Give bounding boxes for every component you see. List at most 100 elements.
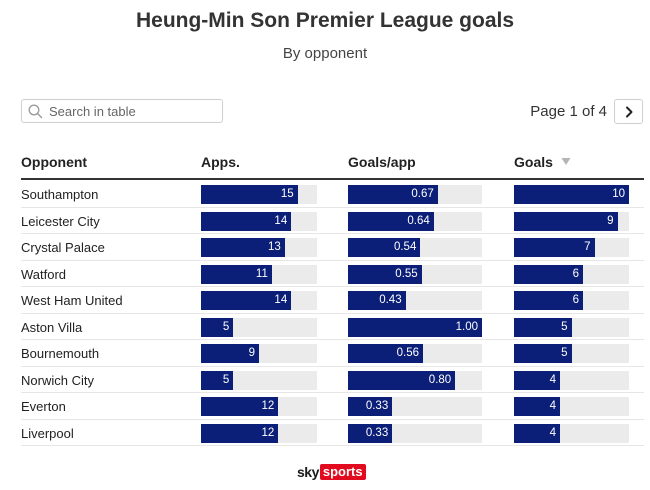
goals-per-app-bar-track: 1.00	[348, 317, 482, 337]
logo-sports: sports	[319, 464, 366, 480]
apps-bar	[201, 264, 272, 284]
apps-value: 12	[261, 426, 275, 439]
apps-value: 14	[274, 214, 288, 227]
goals-per-app-value: 0.33	[365, 426, 389, 439]
table-row: Norwich City 5 0.80 4	[21, 367, 644, 393]
pagination-label: Page 1 of 4	[530, 103, 607, 120]
apps-value: 13	[267, 241, 281, 253]
goals-bar-track: 10	[514, 185, 629, 204]
goals-value: 7	[584, 241, 591, 253]
column-header-apps[interactable]: Apps.	[201, 154, 240, 170]
goals-per-app-value: 0.43	[379, 294, 402, 306]
goals-per-app-value: 0.80	[428, 373, 452, 386]
goals-per-app-value: 0.33	[365, 400, 389, 412]
apps-bar-track: 13	[201, 238, 317, 257]
sort-descending-icon[interactable]	[561, 157, 571, 166]
apps-value: 11	[255, 267, 268, 280]
goals-value: 5	[561, 320, 568, 333]
column-header-goals[interactable]: Goals	[514, 154, 553, 170]
goals-per-app-bar	[348, 344, 424, 363]
goals-bar	[514, 423, 560, 443]
goals-per-app-bar-track: 0.56	[348, 344, 482, 363]
goals-value: 10	[612, 188, 625, 200]
table-row: Everton 12 0.33 4	[21, 393, 644, 420]
goals-per-app-bar	[348, 317, 482, 337]
goals-per-app-value: 0.55	[395, 267, 418, 280]
goals-per-app-value: 1.00	[455, 320, 478, 333]
opponent-name: Norwich City	[21, 372, 94, 388]
goals-per-app-bar	[348, 264, 422, 284]
apps-bar-track: 14	[201, 291, 317, 310]
apps-bar	[201, 317, 234, 337]
table-row: Crystal Palace 13 0.54 7	[21, 234, 644, 261]
goals-value: 5	[561, 347, 568, 359]
header-divider	[21, 178, 644, 180]
apps-value: 12	[261, 400, 275, 412]
goals-bar-track: 5	[514, 344, 629, 363]
goals-bar-track: 6	[514, 264, 629, 284]
sky-sports-logo: sky sports	[297, 463, 366, 481]
goals-value: 4	[549, 400, 556, 412]
goals-per-app-bar-track: 0.33	[348, 423, 482, 443]
table-row: West Ham United 14 0.43 6	[21, 287, 644, 314]
table-row: Southampton 15 0.67 10	[21, 181, 644, 208]
goals-per-app-bar-track: 0.55	[348, 264, 482, 284]
column-header-opponent[interactable]: Opponent	[21, 154, 88, 170]
apps-bar-track: 11	[201, 264, 317, 284]
apps-value: 15	[280, 188, 294, 200]
apps-bar	[201, 344, 259, 363]
goals-per-app-value: 0.56	[396, 347, 420, 359]
opponent-name: Liverpool	[21, 425, 74, 441]
opponent-name: Southampton	[21, 187, 99, 202]
apps-bar	[201, 423, 279, 443]
table-row: Liverpool 12 0.33 4	[21, 420, 644, 446]
goals-per-app-value: 0.64	[407, 214, 430, 227]
apps-bar	[201, 291, 292, 310]
goals-bar	[514, 370, 560, 390]
apps-bar-track: 5	[201, 370, 317, 390]
table-row: Watford 11 0.55 6	[21, 261, 644, 287]
opponent-name: Leicester City	[21, 213, 100, 229]
apps-bar-track: 14	[201, 211, 317, 231]
goals-per-app-value: 0.67	[411, 188, 434, 200]
goals-bar	[514, 344, 572, 363]
next-page-button[interactable]	[614, 99, 643, 124]
table-row: Aston Villa 5 1.00 5	[21, 314, 644, 340]
goals-per-app-bar	[348, 423, 393, 443]
goals-bar-track: 4	[514, 370, 629, 390]
goals-bar	[514, 317, 572, 337]
goals-bar-track: 6	[514, 291, 629, 310]
search-box[interactable]	[21, 99, 223, 123]
opponent-name: Aston Villa	[21, 319, 83, 335]
goals-value: 6	[572, 267, 579, 280]
goals-per-app-bar	[348, 185, 438, 204]
logo-sky: sky	[297, 464, 319, 480]
apps-bar-track: 9	[201, 344, 317, 363]
goals-bar	[514, 238, 595, 257]
apps-value: 5	[222, 373, 230, 386]
opponent-name: Watford	[21, 266, 67, 282]
apps-bar	[201, 238, 285, 257]
goals-bar-track: 4	[514, 423, 629, 443]
search-input[interactable]	[49, 102, 219, 120]
goals-per-app-bar	[348, 211, 434, 231]
apps-bar-track: 12	[201, 423, 317, 443]
goals-per-app-bar	[348, 370, 456, 390]
page-title: Heung-Min Son Premier League goals	[135, 9, 515, 32]
apps-bar-track: 12	[201, 397, 317, 416]
goals-bar-track: 7	[514, 238, 629, 257]
column-header-goals-per-app[interactable]: Goals/app	[348, 154, 416, 170]
goals-per-app-bar	[348, 238, 421, 257]
apps-bar-track: 15	[201, 185, 317, 204]
apps-value: 9	[248, 347, 255, 359]
table-row: Leicester City 14 0.64 9	[21, 208, 644, 234]
apps-value: 5	[222, 320, 230, 333]
table-row: Bournemouth 9 0.56 5	[21, 340, 644, 367]
goals-per-app-bar-track: 0.80	[348, 370, 482, 390]
search-icon	[28, 104, 43, 119]
apps-bar	[201, 185, 298, 204]
goals-bar	[514, 211, 618, 231]
goals-value: 4	[549, 373, 556, 386]
apps-bar	[201, 397, 279, 416]
goals-bar-track: 9	[514, 211, 629, 231]
